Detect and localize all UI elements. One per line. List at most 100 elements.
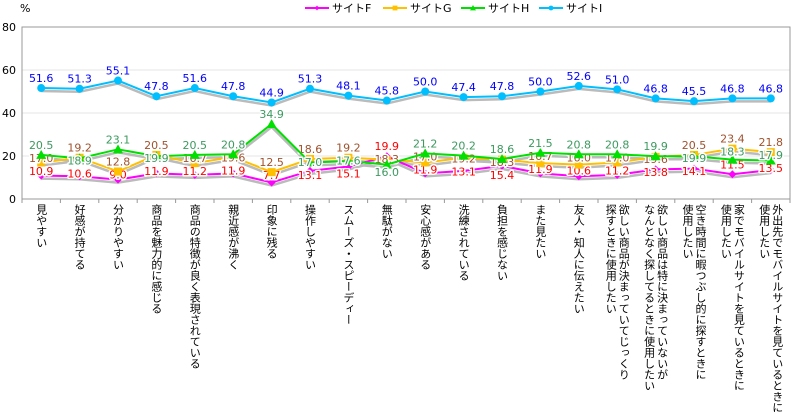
data-label: 17.0 bbox=[298, 156, 323, 169]
data-label: 11.9 bbox=[144, 165, 169, 178]
legend-label: サイトF bbox=[332, 2, 371, 15]
x-tick-label: 操作しやすい bbox=[303, 204, 317, 270]
data-point bbox=[498, 92, 506, 101]
data-label: 13.5 bbox=[759, 162, 784, 175]
data-point bbox=[497, 154, 507, 164]
data-point bbox=[344, 91, 353, 100]
data-point bbox=[690, 97, 698, 106]
data-label: 47.4 bbox=[451, 81, 476, 94]
data-label: 16.0 bbox=[375, 166, 400, 179]
data-point bbox=[728, 94, 737, 103]
data-label: 11.2 bbox=[605, 164, 630, 177]
data-label: 10.9 bbox=[29, 165, 54, 178]
data-point bbox=[498, 161, 506, 170]
data-label: 21.2 bbox=[413, 137, 438, 150]
data-point bbox=[229, 92, 238, 101]
data-point bbox=[114, 76, 122, 85]
data-point bbox=[306, 166, 314, 175]
data-point bbox=[536, 169, 545, 178]
data-point bbox=[113, 144, 123, 154]
data-label: 46.8 bbox=[643, 82, 668, 95]
data-point bbox=[766, 148, 775, 157]
data-label: 45.8 bbox=[375, 85, 400, 98]
data-label: 19.2 bbox=[67, 142, 92, 155]
data-label: 51.6 bbox=[29, 72, 54, 85]
series-shadow bbox=[41, 82, 771, 107]
data-label: 46.8 bbox=[720, 82, 745, 95]
data-label: 11.2 bbox=[183, 165, 208, 178]
data-point bbox=[421, 169, 430, 178]
data-point bbox=[267, 178, 276, 187]
x-tick-label: 商品の特徴が良く表現されている bbox=[188, 204, 202, 369]
data-label: 51.6 bbox=[183, 72, 208, 85]
data-point bbox=[381, 159, 392, 169]
data-label: 11.9 bbox=[221, 164, 246, 177]
data-point bbox=[459, 93, 468, 102]
data-point bbox=[305, 157, 315, 167]
series-line bbox=[41, 122, 771, 166]
x-tick-label: 空き時間に暇つぶし的に探すときに 使用したい bbox=[681, 204, 707, 380]
x-tick-label: 安心感がある bbox=[418, 204, 432, 270]
data-label: 51.3 bbox=[67, 73, 92, 86]
data-point bbox=[690, 164, 698, 173]
legend-item: サイトH bbox=[461, 2, 529, 15]
data-point bbox=[536, 159, 545, 168]
data-point bbox=[267, 98, 276, 107]
data-label: 15.1 bbox=[336, 168, 361, 181]
data-label: 34.9 bbox=[259, 108, 284, 121]
legend-marker bbox=[314, 5, 320, 11]
data-point bbox=[458, 150, 469, 160]
x-tick-label: 負担を感じない bbox=[495, 204, 509, 281]
x-tick-label: 友人・知人に伝えたい bbox=[572, 204, 586, 314]
data-label: 17.6 bbox=[336, 155, 361, 168]
x-tick-label: 欲しい商品が決まっていてじっくり 探すときに使用したい bbox=[604, 204, 631, 380]
data-label: 23.4 bbox=[720, 133, 745, 146]
data-point bbox=[267, 168, 276, 177]
data-label: 11.9 bbox=[413, 163, 438, 176]
data-point bbox=[382, 96, 391, 105]
x-tick-label: また見たい bbox=[533, 204, 547, 259]
series-line bbox=[41, 79, 771, 104]
data-label: 52.6 bbox=[567, 70, 592, 83]
data-point bbox=[535, 147, 546, 157]
data-point bbox=[228, 149, 239, 159]
data-point bbox=[420, 148, 431, 158]
x-tick-label: 見やすい bbox=[34, 204, 48, 248]
x-tick-label: スムーズ・スピーディー bbox=[341, 204, 355, 325]
data-label: 21.5 bbox=[528, 137, 553, 150]
legend-marker bbox=[548, 5, 554, 11]
series-shadow bbox=[41, 157, 771, 187]
data-label: 46.8 bbox=[759, 82, 784, 95]
x-tick-label: 印象に残る bbox=[265, 204, 279, 259]
data-point bbox=[765, 155, 776, 165]
data-label: 11.5 bbox=[720, 159, 745, 172]
data-point bbox=[74, 153, 85, 163]
data-point bbox=[728, 144, 737, 153]
data-point bbox=[151, 151, 162, 161]
data-point bbox=[650, 151, 661, 161]
data-point bbox=[75, 172, 84, 181]
y-tick-label: 0 bbox=[9, 193, 16, 206]
data-point bbox=[536, 87, 545, 96]
data-point bbox=[190, 159, 199, 168]
data-label: 10.6 bbox=[67, 168, 92, 181]
data-point bbox=[421, 158, 430, 167]
data-label: 23.1 bbox=[106, 133, 131, 146]
series-line bbox=[41, 155, 771, 184]
data-point bbox=[37, 158, 46, 167]
data-point bbox=[728, 170, 737, 179]
y-tick-label: 20 bbox=[2, 150, 16, 163]
data-label: 51.0 bbox=[605, 73, 630, 86]
data-label: 17.9 bbox=[759, 149, 784, 162]
legend-label: サイトI bbox=[566, 2, 602, 15]
legend-item: サイトG bbox=[383, 2, 452, 15]
data-label: 19.9 bbox=[375, 140, 400, 153]
data-label: 12.8 bbox=[106, 155, 131, 168]
y-tick-label: 80 bbox=[2, 21, 16, 34]
x-tick-label: 好感が持てる bbox=[73, 204, 87, 270]
data-point bbox=[190, 84, 199, 93]
data-point bbox=[266, 118, 277, 128]
data-point bbox=[689, 151, 699, 161]
legend-marker bbox=[470, 5, 476, 11]
series-サイトF: 10.910.69.011.911.211.97.713.115.119.911… bbox=[27, 139, 785, 187]
